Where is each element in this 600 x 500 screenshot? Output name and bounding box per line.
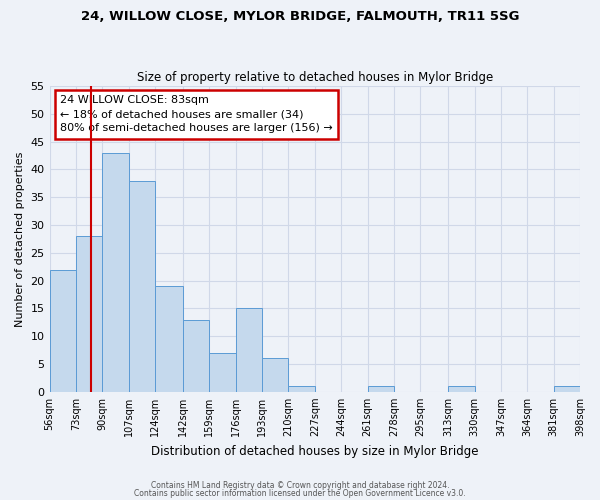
Bar [554, 386, 580, 392]
Title: Size of property relative to detached houses in Mylor Bridge: Size of property relative to detached ho… [137, 70, 493, 84]
Bar [289, 386, 315, 392]
Bar [155, 286, 183, 392]
Text: Contains public sector information licensed under the Open Government Licence v3: Contains public sector information licen… [134, 488, 466, 498]
Bar [102, 153, 128, 392]
Bar [448, 386, 475, 392]
Bar [209, 353, 236, 392]
Bar [262, 358, 289, 392]
Bar [128, 180, 155, 392]
Text: 24 WILLOW CLOSE: 83sqm
← 18% of detached houses are smaller (34)
80% of semi-det: 24 WILLOW CLOSE: 83sqm ← 18% of detached… [60, 95, 333, 133]
Bar [76, 236, 102, 392]
Text: Contains HM Land Registry data © Crown copyright and database right 2024.: Contains HM Land Registry data © Crown c… [151, 481, 449, 490]
Bar [236, 308, 262, 392]
Y-axis label: Number of detached properties: Number of detached properties [15, 151, 25, 326]
Bar [183, 320, 209, 392]
Bar [368, 386, 394, 392]
Text: 24, WILLOW CLOSE, MYLOR BRIDGE, FALMOUTH, TR11 5SG: 24, WILLOW CLOSE, MYLOR BRIDGE, FALMOUTH… [81, 10, 519, 23]
Bar [50, 270, 76, 392]
X-axis label: Distribution of detached houses by size in Mylor Bridge: Distribution of detached houses by size … [151, 444, 479, 458]
